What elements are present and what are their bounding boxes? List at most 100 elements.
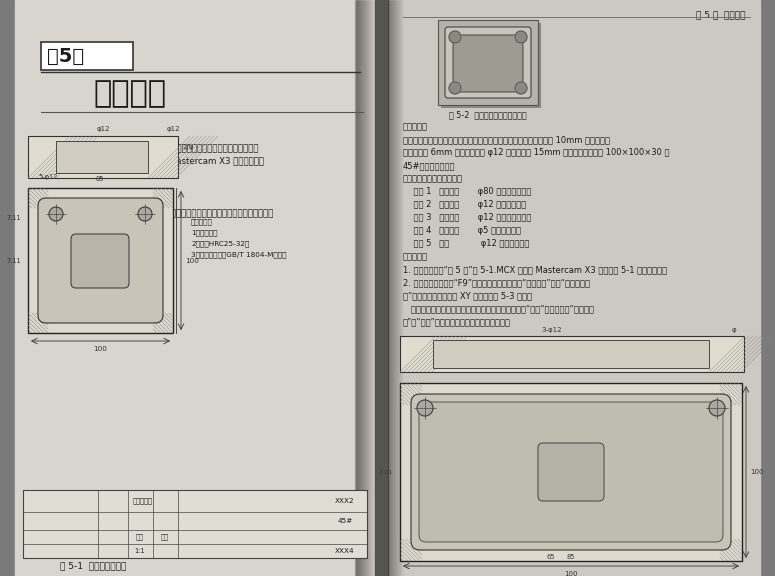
Text: XXX4: XXX4 — [335, 548, 355, 554]
Bar — [360, 0, 361, 576]
Bar — [23, 490, 367, 558]
Text: 准备工作：: 准备工作： — [403, 252, 428, 261]
Text: 第 5 章  二维加工: 第 5 章 二维加工 — [695, 10, 745, 19]
Circle shape — [417, 400, 433, 416]
Circle shape — [138, 207, 152, 221]
Text: φ: φ — [732, 327, 736, 333]
Text: 100: 100 — [185, 258, 199, 264]
FancyBboxPatch shape — [453, 35, 523, 92]
FancyBboxPatch shape — [411, 394, 731, 550]
Bar — [396, 0, 397, 576]
Text: 综合组号节: 综合组号节 — [133, 498, 153, 505]
Bar — [355, 0, 356, 576]
Bar — [398, 0, 399, 576]
Bar — [370, 0, 371, 576]
Bar — [397, 0, 398, 576]
Text: 2、淹火HRC25-32。: 2、淹火HRC25-32。 — [191, 240, 250, 247]
Text: 100: 100 — [750, 469, 763, 475]
Bar — [389, 0, 390, 576]
Circle shape — [709, 400, 725, 416]
Bar — [388, 0, 760, 576]
Circle shape — [449, 31, 461, 43]
Bar — [41, 42, 133, 70]
Bar — [359, 0, 360, 576]
Text: 步骤 1   平面酥削       φ80 硬质合金面酥刀: 步骤 1 平面酥削 φ80 硬质合金面酥刀 — [403, 187, 532, 196]
Bar — [371, 0, 372, 576]
Bar — [393, 0, 394, 576]
Bar — [433, 340, 709, 368]
Text: φ12: φ12 — [167, 126, 180, 132]
Text: 45#钓，硬度适中。: 45#钓，硬度适中。 — [403, 161, 456, 170]
Text: 2. 确定工件原点：按“F9”显示系统坐标系，单击“绘图视角”中的“俦视图构图: 2. 确定工件原点：按“F9”显示系统坐标系，单击“绘图视角”中的“俦视图构图 — [403, 278, 590, 287]
Bar — [362, 0, 363, 576]
Text: 重量: 重量 — [161, 534, 169, 540]
Text: 65: 65 — [546, 554, 555, 560]
Text: 步骤 3   挖槽加工       φ12 高速钓键槽酥刀: 步骤 3 挖槽加工 φ12 高速钓键槽酥刀 — [403, 213, 532, 222]
Text: 3、未注公差参考GB/T 1804-M执行。: 3、未注公差参考GB/T 1804-M执行。 — [191, 251, 287, 257]
Bar — [390, 0, 391, 576]
Bar — [395, 0, 396, 576]
Text: 7.11: 7.11 — [7, 258, 22, 264]
Text: Mastercam X3软件中，钣床二维加工系统包括平面酥削、外形酥削、挖槽加工、制: Mastercam X3软件中，钣床二维加工系统包括平面酥削、外形酥削、挖槽加工… — [43, 143, 259, 152]
Text: 85: 85 — [567, 554, 575, 560]
Text: 刀具路径规划及刀具选择：: 刀具路径规划及刀具选择： — [403, 174, 463, 183]
Bar — [358, 0, 359, 576]
Circle shape — [49, 207, 63, 221]
Bar — [402, 0, 403, 576]
Bar — [366, 0, 367, 576]
Bar — [391, 0, 392, 576]
Text: 1:1: 1:1 — [135, 548, 145, 554]
FancyBboxPatch shape — [71, 234, 129, 288]
Text: 图 5-1  典型零件二维图: 图 5-1 典型零件二维图 — [60, 561, 126, 570]
Circle shape — [449, 82, 461, 94]
Bar — [400, 336, 744, 372]
Text: 5-φ12: 5-φ12 — [38, 174, 57, 180]
Bar — [374, 0, 375, 576]
Bar — [367, 0, 368, 576]
Bar — [368, 0, 369, 576]
Bar — [364, 0, 365, 576]
Text: 用 Mastercam X3 软件规划如图 5-1 所示典型零件二维图刀具路径并生成加工程序，: 用 Mastercam X3 软件规划如图 5-1 所示典型零件二维图刀具路径并… — [43, 208, 274, 217]
Text: 步骤 2   外形酥削       φ12 高速钓立酥刀: 步骤 2 外形酥削 φ12 高速钓立酥刀 — [403, 200, 526, 209]
Text: 2/ψ: 2/ψ — [183, 144, 195, 150]
Bar — [369, 0, 370, 576]
Bar — [356, 0, 357, 576]
Text: φ12: φ12 — [96, 126, 110, 132]
Bar — [28, 188, 173, 333]
Text: 二维加工: 二维加工 — [93, 79, 166, 108]
Bar — [399, 0, 400, 576]
Bar — [392, 0, 393, 576]
Text: 验证并模拟加工的结果如图 5-2所示。: 验证并模拟加工的结果如图 5-2所示。 — [43, 221, 136, 230]
Text: 1. 打开随书光盘“第 5 章”例 5-1.MCX 或运行 Mastercam X3 绘制如图 5-1 所示的图形。: 1. 打开随书光盘“第 5 章”例 5-1.MCX 或运行 Mastercam … — [403, 265, 667, 274]
Text: 85: 85 — [96, 176, 105, 182]
Text: 图 5-2  典型零件加工结果三维图: 图 5-2 典型零件加工结果三维图 — [449, 110, 527, 119]
Text: 面”按鈕零设置构图面为 XY 平面，如图 5-3 所示。: 面”按鈕零设置构图面为 XY 平面，如图 5-3 所示。 — [403, 291, 532, 300]
Bar — [373, 0, 374, 576]
Bar — [361, 0, 362, 576]
Text: 100: 100 — [564, 571, 577, 576]
Bar — [394, 0, 395, 576]
Text: 步骤 5   钒孔            φ12 高速钓鸻花钒: 步骤 5 钒孔 φ12 高速钓鸻花钒 — [403, 239, 529, 248]
Text: 技术要求：: 技术要求： — [191, 218, 213, 225]
Text: XXX2: XXX2 — [335, 498, 355, 504]
Text: 7.11: 7.11 — [379, 469, 393, 475]
Circle shape — [515, 82, 527, 94]
Text: 该图较为简单，由图上可知该零件加工内容为平面酥削、加工深度为 10mm 的外轮廓酥: 该图较为简单，由图上可知该零件加工内容为平面酥削、加工深度为 10mm 的外轮廓… — [403, 135, 610, 144]
Text: 山孔等。本章通过完成三个加工任务帮助读者学习有关 Mastercam X3 二维加工的相: 山孔等。本章通过完成三个加工任务帮助读者学习有关 Mastercam X3 二维… — [43, 156, 264, 165]
Bar — [363, 0, 364, 576]
FancyBboxPatch shape — [38, 198, 163, 323]
Text: 3-φ12: 3-φ12 — [542, 327, 562, 333]
Text: 45#: 45# — [337, 518, 353, 524]
Bar — [400, 0, 401, 576]
Text: 100: 100 — [93, 346, 107, 352]
Text: 1、调质钓。: 1、调质钓。 — [191, 229, 218, 236]
Bar — [438, 20, 538, 105]
Bar — [15, 0, 375, 576]
Text: 点”或“半移”命令将图形原点移动到系统原点。: 点”或“半移”命令将图形原点移动到系统原点。 — [403, 317, 511, 326]
Text: 任务一：: 任务一： — [43, 195, 64, 204]
Text: 如发现图形的编程原点与系统原点不一致时，可使用“转换”工具条中的“移动到原: 如发现图形的编程原点与系统原点不一致时，可使用“转换”工具条中的“移动到原 — [403, 304, 594, 313]
Text: 比例: 比例 — [136, 534, 144, 540]
Text: 7.11: 7.11 — [7, 215, 22, 221]
Text: 第5章: 第5章 — [47, 47, 84, 66]
Bar — [365, 0, 366, 576]
